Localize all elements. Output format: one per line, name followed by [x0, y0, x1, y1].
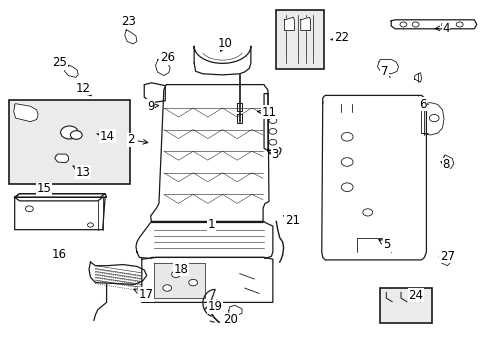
Polygon shape: [144, 83, 165, 103]
Polygon shape: [377, 59, 398, 74]
Text: 1: 1: [207, 219, 215, 231]
Polygon shape: [228, 305, 242, 316]
Polygon shape: [284, 17, 294, 31]
Text: 26: 26: [160, 51, 174, 64]
Text: 27: 27: [439, 250, 454, 263]
Circle shape: [61, 126, 78, 139]
Text: 7: 7: [380, 65, 389, 78]
Circle shape: [188, 279, 197, 286]
Polygon shape: [142, 257, 272, 302]
Polygon shape: [438, 251, 450, 266]
Bar: [276, 10, 324, 69]
Polygon shape: [124, 30, 137, 44]
Text: 17: 17: [134, 288, 153, 301]
Polygon shape: [194, 46, 250, 75]
Polygon shape: [136, 221, 272, 258]
Polygon shape: [421, 103, 443, 135]
Circle shape: [25, 206, 33, 212]
Polygon shape: [64, 65, 78, 77]
Polygon shape: [442, 155, 453, 168]
Polygon shape: [321, 95, 426, 260]
Circle shape: [171, 271, 180, 278]
Text: 16: 16: [51, 248, 66, 261]
Polygon shape: [194, 42, 250, 64]
Circle shape: [87, 223, 93, 227]
Text: 18: 18: [173, 262, 188, 276]
Polygon shape: [203, 289, 215, 316]
Circle shape: [163, 285, 171, 291]
Polygon shape: [15, 197, 105, 230]
Circle shape: [268, 129, 276, 134]
Polygon shape: [300, 17, 310, 31]
Polygon shape: [15, 197, 105, 230]
Polygon shape: [264, 94, 281, 156]
Bar: [380, 288, 431, 323]
Text: 23: 23: [121, 15, 135, 29]
Circle shape: [428, 114, 438, 122]
Circle shape: [362, 209, 372, 216]
Text: 6: 6: [418, 97, 426, 111]
Text: 19: 19: [207, 300, 222, 313]
Polygon shape: [15, 194, 105, 197]
Circle shape: [341, 183, 352, 192]
Circle shape: [399, 22, 406, 27]
Circle shape: [411, 22, 418, 27]
Text: 11: 11: [257, 106, 276, 119]
Circle shape: [341, 132, 352, 141]
Text: 12: 12: [76, 82, 91, 96]
Polygon shape: [89, 262, 146, 284]
Text: 5: 5: [378, 238, 390, 251]
Text: 22: 22: [330, 31, 348, 44]
Text: 25: 25: [52, 57, 68, 69]
Text: 3: 3: [267, 148, 278, 161]
Text: 10: 10: [217, 37, 232, 51]
Text: 9: 9: [146, 100, 158, 113]
Polygon shape: [150, 85, 268, 222]
Text: 4: 4: [434, 22, 449, 35]
Text: 21: 21: [283, 214, 299, 227]
Circle shape: [455, 22, 462, 27]
Polygon shape: [15, 194, 106, 201]
Text: 8: 8: [440, 158, 449, 171]
Bar: [9, 100, 130, 184]
Polygon shape: [414, 73, 421, 82]
Polygon shape: [390, 20, 476, 29]
Circle shape: [268, 118, 276, 123]
Text: 2: 2: [127, 133, 147, 146]
Text: 20: 20: [223, 313, 238, 326]
Text: 13: 13: [73, 166, 90, 179]
Text: 14: 14: [97, 130, 115, 143]
Circle shape: [441, 22, 447, 27]
Polygon shape: [14, 104, 38, 122]
Polygon shape: [55, 154, 68, 163]
Text: 15: 15: [37, 183, 51, 195]
Circle shape: [341, 158, 352, 166]
Polygon shape: [154, 263, 205, 298]
Circle shape: [70, 131, 82, 139]
Circle shape: [268, 139, 276, 145]
Polygon shape: [155, 59, 170, 76]
Text: 24: 24: [407, 289, 422, 302]
